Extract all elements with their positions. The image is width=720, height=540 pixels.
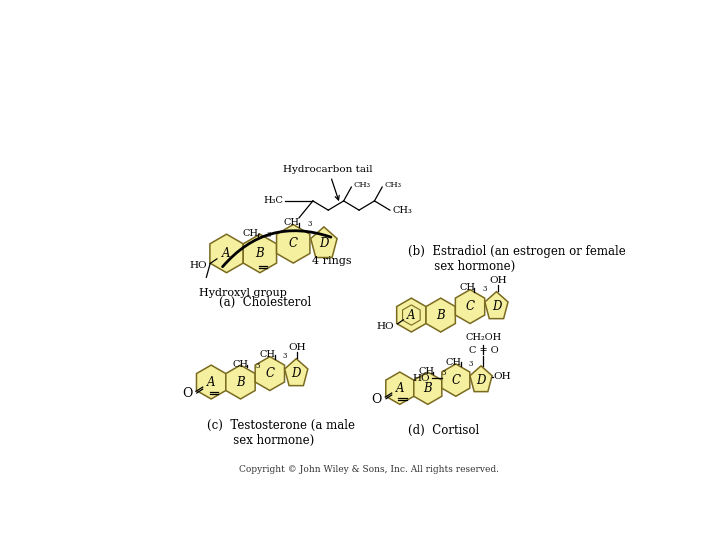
Text: A: A [407, 308, 415, 321]
Text: H₃C: H₃C [263, 197, 283, 205]
Text: CH₃: CH₃ [392, 206, 412, 214]
Polygon shape [442, 364, 470, 396]
Polygon shape [276, 225, 310, 263]
Text: CH: CH [284, 218, 300, 227]
Text: (b)  Estradiol (an estrogen or female
       sex hormone): (b) Estradiol (an estrogen or female sex… [408, 245, 625, 273]
Text: A: A [395, 382, 404, 395]
Text: O: O [372, 393, 382, 406]
Text: CH₃: CH₃ [354, 181, 371, 190]
Text: B: B [423, 382, 432, 395]
Polygon shape [455, 289, 485, 323]
Text: (a)  Cholesterol: (a) Cholesterol [219, 296, 311, 309]
Text: 3: 3 [469, 360, 473, 368]
Text: (d)  Cortisol: (d) Cortisol [408, 424, 479, 437]
Text: OH: OH [288, 342, 306, 352]
Text: D: D [292, 367, 301, 380]
Text: HO: HO [377, 321, 395, 330]
Polygon shape [284, 359, 308, 386]
Polygon shape [210, 234, 243, 273]
Text: B: B [436, 308, 445, 321]
Text: CH: CH [446, 357, 462, 367]
Text: OH: OH [490, 275, 507, 285]
Text: C: C [266, 367, 274, 380]
Polygon shape [226, 365, 255, 399]
Text: B: B [236, 375, 245, 389]
Text: O: O [182, 387, 192, 400]
Polygon shape [470, 366, 492, 391]
Text: C: C [451, 374, 460, 387]
Polygon shape [255, 356, 284, 390]
Text: CH: CH [459, 282, 475, 292]
Polygon shape [243, 234, 276, 273]
Text: OH: OH [493, 372, 510, 381]
Text: CH₃: CH₃ [384, 181, 402, 190]
Text: CH: CH [260, 350, 276, 359]
Polygon shape [426, 298, 455, 332]
Text: D: D [319, 237, 328, 251]
Text: 3: 3 [266, 231, 271, 239]
Text: Hydroxyl group: Hydroxyl group [199, 288, 287, 298]
Polygon shape [397, 298, 426, 332]
Text: HO: HO [189, 261, 207, 270]
Polygon shape [414, 372, 442, 404]
Text: CH: CH [243, 229, 259, 238]
Text: 3: 3 [283, 352, 287, 360]
Text: (c)  Testosterone (a male
       sex hormone): (c) Testosterone (a male sex hormone) [207, 419, 355, 447]
Text: B: B [256, 247, 264, 260]
Text: 3: 3 [255, 362, 259, 370]
Text: A: A [207, 375, 215, 389]
Text: D: D [477, 374, 486, 387]
Text: 3: 3 [441, 369, 446, 377]
Text: C: C [466, 300, 474, 313]
Text: A: A [222, 247, 231, 260]
Text: 3: 3 [307, 220, 312, 228]
Text: HO: HO [413, 374, 430, 383]
Text: C: C [289, 237, 298, 251]
Text: D: D [492, 300, 501, 313]
Text: 4 rings: 4 rings [312, 256, 351, 266]
Text: CH: CH [418, 367, 434, 376]
Polygon shape [485, 292, 508, 319]
Text: 3: 3 [482, 285, 487, 293]
Text: CH: CH [232, 360, 248, 369]
Text: Hydrocarbon tail: Hydrocarbon tail [284, 165, 373, 200]
Polygon shape [311, 227, 337, 258]
Text: CH₂OH: CH₂OH [465, 334, 502, 342]
Text: C = O: C = O [469, 346, 498, 355]
Polygon shape [197, 365, 226, 399]
Polygon shape [386, 372, 414, 404]
Text: Copyright © John Wiley & Sons, Inc. All rights reserved.: Copyright © John Wiley & Sons, Inc. All … [239, 464, 499, 474]
